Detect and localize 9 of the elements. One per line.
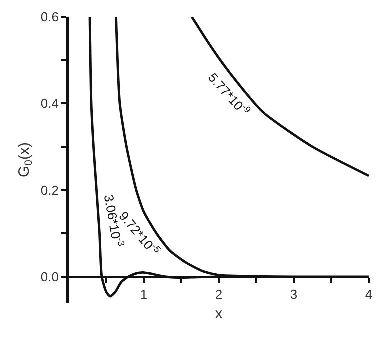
y-tick-label: 0.0 — [40, 270, 59, 285]
x-axis-title: x — [215, 305, 224, 322]
y-tick-label: 0.6 — [40, 10, 59, 25]
y-tick-label: 0.4 — [40, 96, 59, 112]
x-tick-label: 3 — [290, 287, 298, 302]
x-tick-label: 4 — [365, 287, 373, 302]
x-tick-label: 1 — [140, 287, 148, 302]
y-tick-label: 0.2 — [40, 182, 59, 198]
x-tick-label: 2 — [215, 287, 223, 302]
